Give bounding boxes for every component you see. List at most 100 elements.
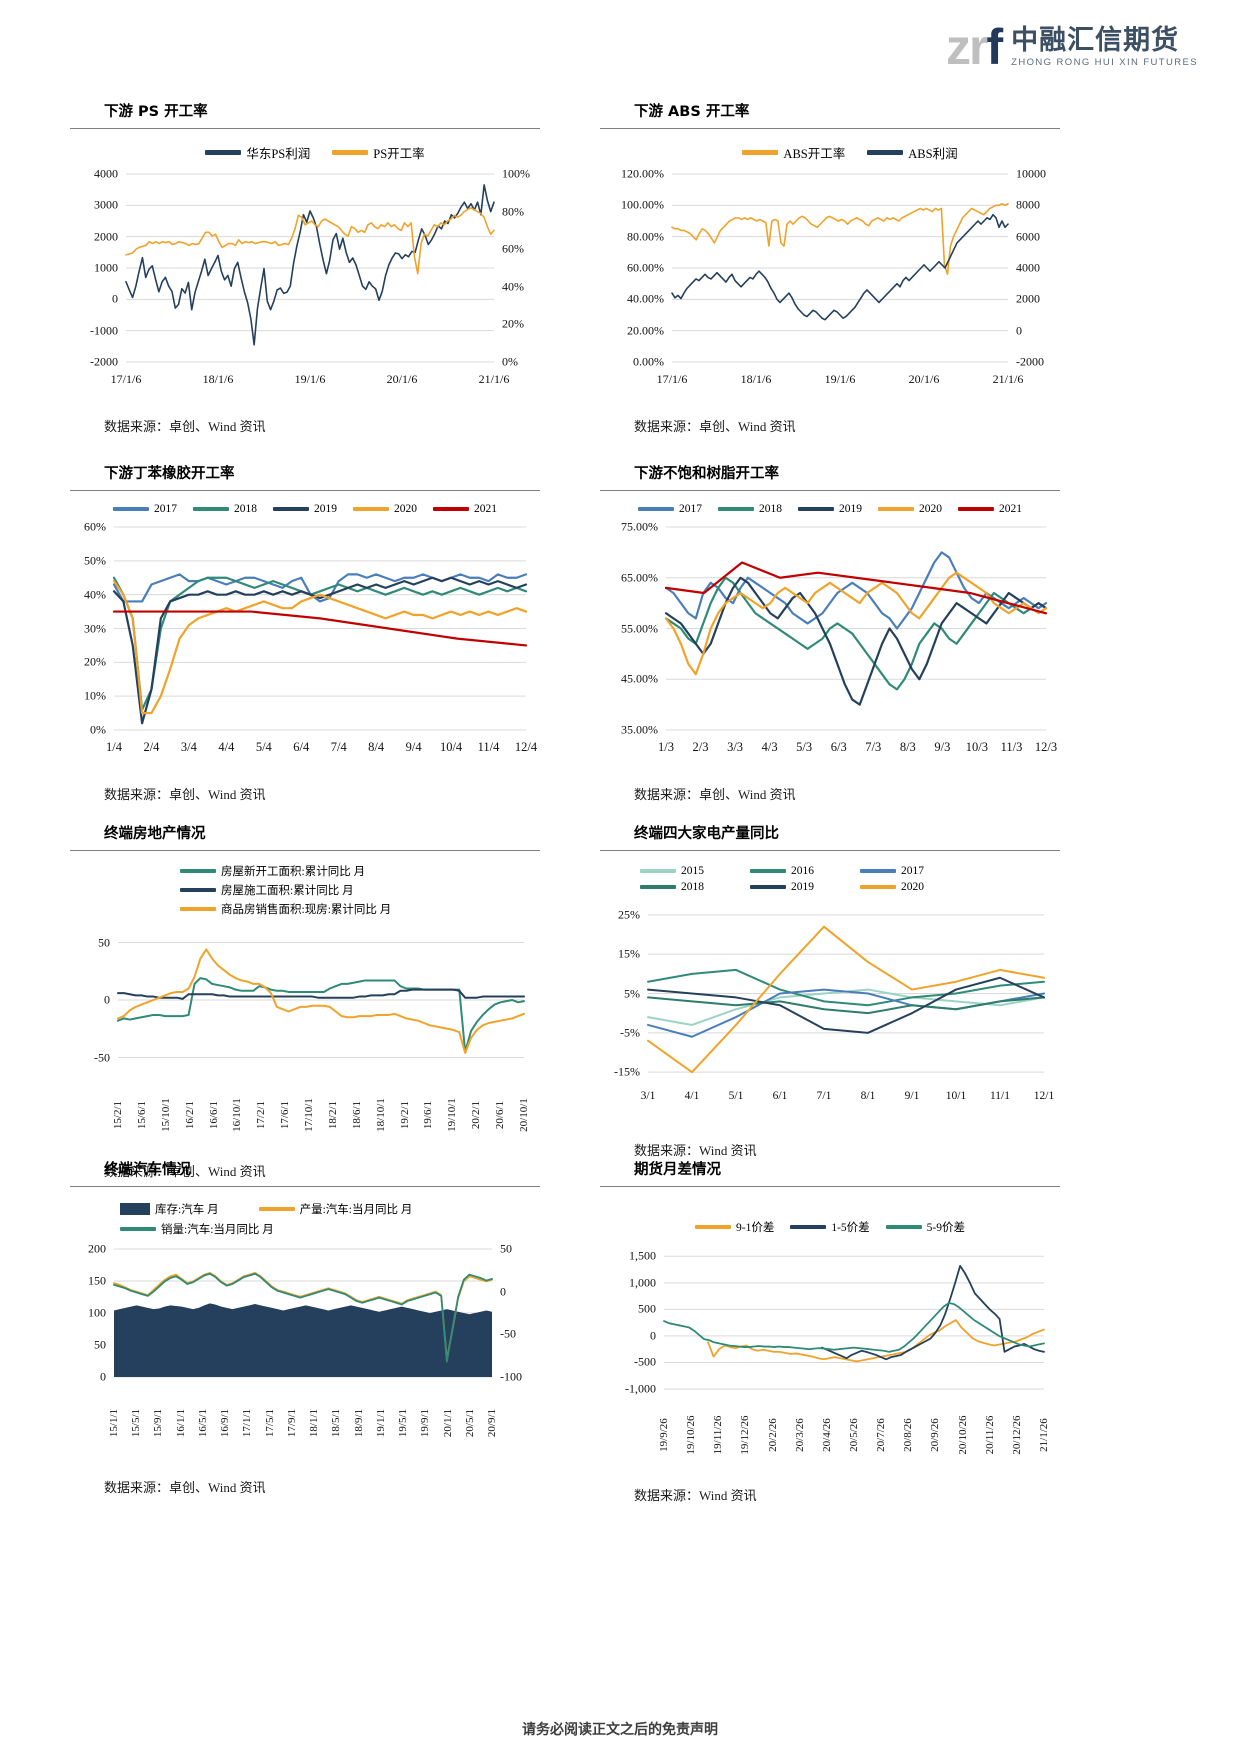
section-title-appliance: 终端四大家电产量同比 bbox=[634, 826, 779, 842]
y-axis-tick-label: 20.00% bbox=[627, 323, 664, 338]
legend-item[interactable]: 华东PS利润 bbox=[205, 143, 310, 162]
chart-appliance: -15% -5% 5% 15% 25% bbox=[600, 901, 1060, 1086]
x-axis-tick-label: 17/2/1 bbox=[255, 1100, 268, 1130]
x-axis-tick-label: 17/9/1 bbox=[285, 1408, 298, 1438]
legend-item[interactable]: 2020 bbox=[353, 503, 417, 515]
x-axis-tick-label: 20/1/6 bbox=[908, 372, 940, 386]
y-axis-tick-label: 4000 bbox=[94, 166, 118, 181]
x-axis-realestate: 15/2/1 15/6/1 15/10/1 16/2/1 16/6/1 16/10/1 17… bbox=[70, 1075, 540, 1155]
x-axis-tick-label: 6/1 bbox=[772, 1090, 788, 1102]
y-axis-tick-label: -50 bbox=[94, 1050, 110, 1064]
legend-label: 2019 bbox=[839, 503, 862, 515]
legend-label: 2017 bbox=[154, 503, 177, 515]
legend-item[interactable]: 房屋新开工面积:累计同比 月 bbox=[180, 863, 540, 879]
x-axis-tick-label: 2/4 bbox=[143, 740, 160, 754]
y-axis-right-tick-label: 4000 bbox=[1016, 260, 1040, 275]
legend-item[interactable]: 2017 bbox=[860, 865, 924, 877]
section-title-auto: 终端汽车情况 bbox=[104, 1162, 191, 1178]
legend-item[interactable]: 2020 bbox=[878, 503, 942, 515]
section-title-spread: 期货月差情况 bbox=[634, 1162, 721, 1178]
legend-auto: 库存:汽车 月 产量:汽车:当月同比 月 销量:汽车:当月同比 月 bbox=[70, 1201, 540, 1237]
legend-item[interactable]: 2015 bbox=[640, 865, 704, 877]
x-axis-tick-label: 15/10/1 bbox=[159, 1098, 172, 1132]
y-axis-tick-label: 80.00% bbox=[627, 229, 664, 244]
chart-ps: -2000 -1000 0 1000 2000 3000 4000 0% 20% 40% 60% 80… bbox=[70, 166, 540, 369]
legend-item[interactable]: 2018 bbox=[718, 503, 782, 515]
y-axis-tick-label: 100.00% bbox=[621, 197, 664, 212]
legend-label: 2021 bbox=[999, 503, 1022, 515]
y-axis-right-tick-label: 0 bbox=[1016, 323, 1022, 338]
x-axis-tick-label: 17/6/1 bbox=[279, 1100, 292, 1130]
legend-item[interactable]: 2019 bbox=[798, 503, 862, 515]
x-axis-tick-label: 18/6/1 bbox=[350, 1100, 363, 1130]
y-axis-tick-label: 50% bbox=[84, 553, 106, 568]
x-axis-tick-label: 8/4 bbox=[368, 740, 385, 754]
x-axis-tick-label: 6/3 bbox=[830, 740, 847, 754]
x-axis-tick-label: 1/4 bbox=[106, 740, 122, 754]
legend-item[interactable]: 销量:汽车:当月同比 月 bbox=[120, 1221, 274, 1237]
legend-item[interactable]: 5-9价差 bbox=[885, 1219, 966, 1235]
y-axis-right-tick-label: 80% bbox=[502, 204, 524, 219]
x-axis-tick-label: 18/1/6 bbox=[202, 372, 234, 386]
x-axis-spread: 19/9/26 19/10/26 19/11/26 19/12/26 20/2/26 20… bbox=[600, 1395, 1060, 1475]
source-abs: 数据来源：卓创、Wind 资讯 bbox=[634, 419, 796, 434]
x-axis-tick-label: 3/1 bbox=[640, 1090, 656, 1102]
legend-item[interactable]: ABS开工率 bbox=[742, 143, 845, 162]
divider bbox=[70, 490, 540, 491]
x-axis-tick-label: 11/4 bbox=[477, 740, 500, 754]
legend-item[interactable]: 2018 bbox=[640, 881, 704, 893]
legend-item[interactable]: 商品房销售面积:现房:累计同比 月 bbox=[180, 901, 540, 917]
divider bbox=[600, 1186, 1060, 1187]
legend-label: 2015 bbox=[681, 865, 704, 877]
legend-label: 9-1价差 bbox=[735, 1222, 775, 1234]
legend-realestate: 房屋新开工面积:累计同比 月 房屋施工面积:累计同比 月 商品房销售面积:现房:… bbox=[70, 863, 540, 917]
y-axis-tick-label: 45.00% bbox=[621, 671, 658, 686]
x-axis-tick-label: 18/2/1 bbox=[326, 1100, 339, 1130]
y-axis-tick-label: 60% bbox=[84, 519, 106, 534]
x-axis-tick-label: 18/1/6 bbox=[740, 372, 772, 386]
legend-item[interactable]: 2017 bbox=[638, 503, 702, 515]
logo-zr-text: zr bbox=[946, 19, 988, 75]
legend-label: PS开工率 bbox=[373, 147, 425, 161]
legend-abs: ABS开工率 ABS利润 bbox=[600, 143, 1060, 162]
legend-item[interactable]: 2019 bbox=[273, 503, 337, 515]
legend-item[interactable]: PS开工率 bbox=[332, 143, 425, 162]
legend-item[interactable]: 2021 bbox=[958, 503, 1022, 515]
x-axis-tick-label: 4/4 bbox=[218, 740, 235, 754]
legend-item[interactable]: 产量:汽车:当月同比 月 bbox=[258, 1201, 412, 1217]
legend-item[interactable]: 9-1价差 bbox=[694, 1219, 775, 1235]
y-axis-tick-label: 0 bbox=[650, 1328, 656, 1343]
legend-item[interactable]: 1-5价差 bbox=[790, 1219, 870, 1235]
x-axis-tick-label: 11/1 bbox=[989, 1090, 1011, 1102]
x-axis-tick-label: 19/1/1 bbox=[374, 1408, 387, 1438]
chart-spread: -1,000 -500 0 500 1,000 1,500 bbox=[600, 1245, 1060, 1396]
x-axis-tick-label: 19/10/26 bbox=[685, 1415, 698, 1455]
x-axis-tick-label: 4/3 bbox=[761, 740, 778, 754]
x-axis-tick-label: 16/1/1 bbox=[174, 1408, 187, 1438]
x-axis-tick-label: 20/1/6 bbox=[386, 372, 418, 386]
y-axis-tick-label: 35.00% bbox=[621, 722, 658, 737]
x-axis-tick-label: 3/3 bbox=[727, 740, 744, 754]
legend-item[interactable]: 房屋施工面积:累计同比 月 bbox=[180, 882, 540, 898]
legend-item[interactable]: 2021 bbox=[433, 503, 497, 515]
divider bbox=[600, 850, 1060, 851]
x-axis-tick-label: 10/1 bbox=[945, 1090, 967, 1102]
section-spread: 期货月差情况 9-1价差 1-5价差 5-9价差 -1,000 -500 0 500 1… bbox=[600, 1158, 1060, 1504]
x-axis-tick-label: 19/12/26 bbox=[739, 1415, 752, 1455]
legend-item[interactable]: 2016 bbox=[750, 865, 814, 877]
section-upr: 下游不饱和树脂开工率 2017 2018 2019 2020 2021 35.0… bbox=[600, 462, 1060, 803]
legend-item[interactable]: 库存:汽车 月 bbox=[120, 1201, 219, 1217]
legend-item[interactable]: 2018 bbox=[193, 503, 257, 515]
legend-item[interactable]: ABS利润 bbox=[867, 143, 958, 162]
legend-item[interactable]: 2020 bbox=[860, 881, 924, 893]
x-axis-tick-label: 12/1 bbox=[1033, 1090, 1055, 1102]
y-axis-right-tick-label: 100% bbox=[502, 166, 530, 181]
x-axis-tick-label: 17/5/1 bbox=[263, 1408, 276, 1438]
x-axis-tick-label: 4/1 bbox=[684, 1090, 700, 1102]
legend-item[interactable]: 2019 bbox=[750, 881, 814, 893]
y-axis-tick-label: 0 bbox=[100, 1369, 106, 1384]
divider bbox=[70, 1186, 540, 1187]
x-axis-sbr: 1/4 2/4 3/4 4/4 5/4 6/4 7/4 8/4 9/4 10/4 11/4 12/4 bbox=[70, 736, 540, 766]
legend-label: 5-9价差 bbox=[926, 1222, 966, 1234]
legend-item[interactable]: 2017 bbox=[113, 503, 177, 515]
